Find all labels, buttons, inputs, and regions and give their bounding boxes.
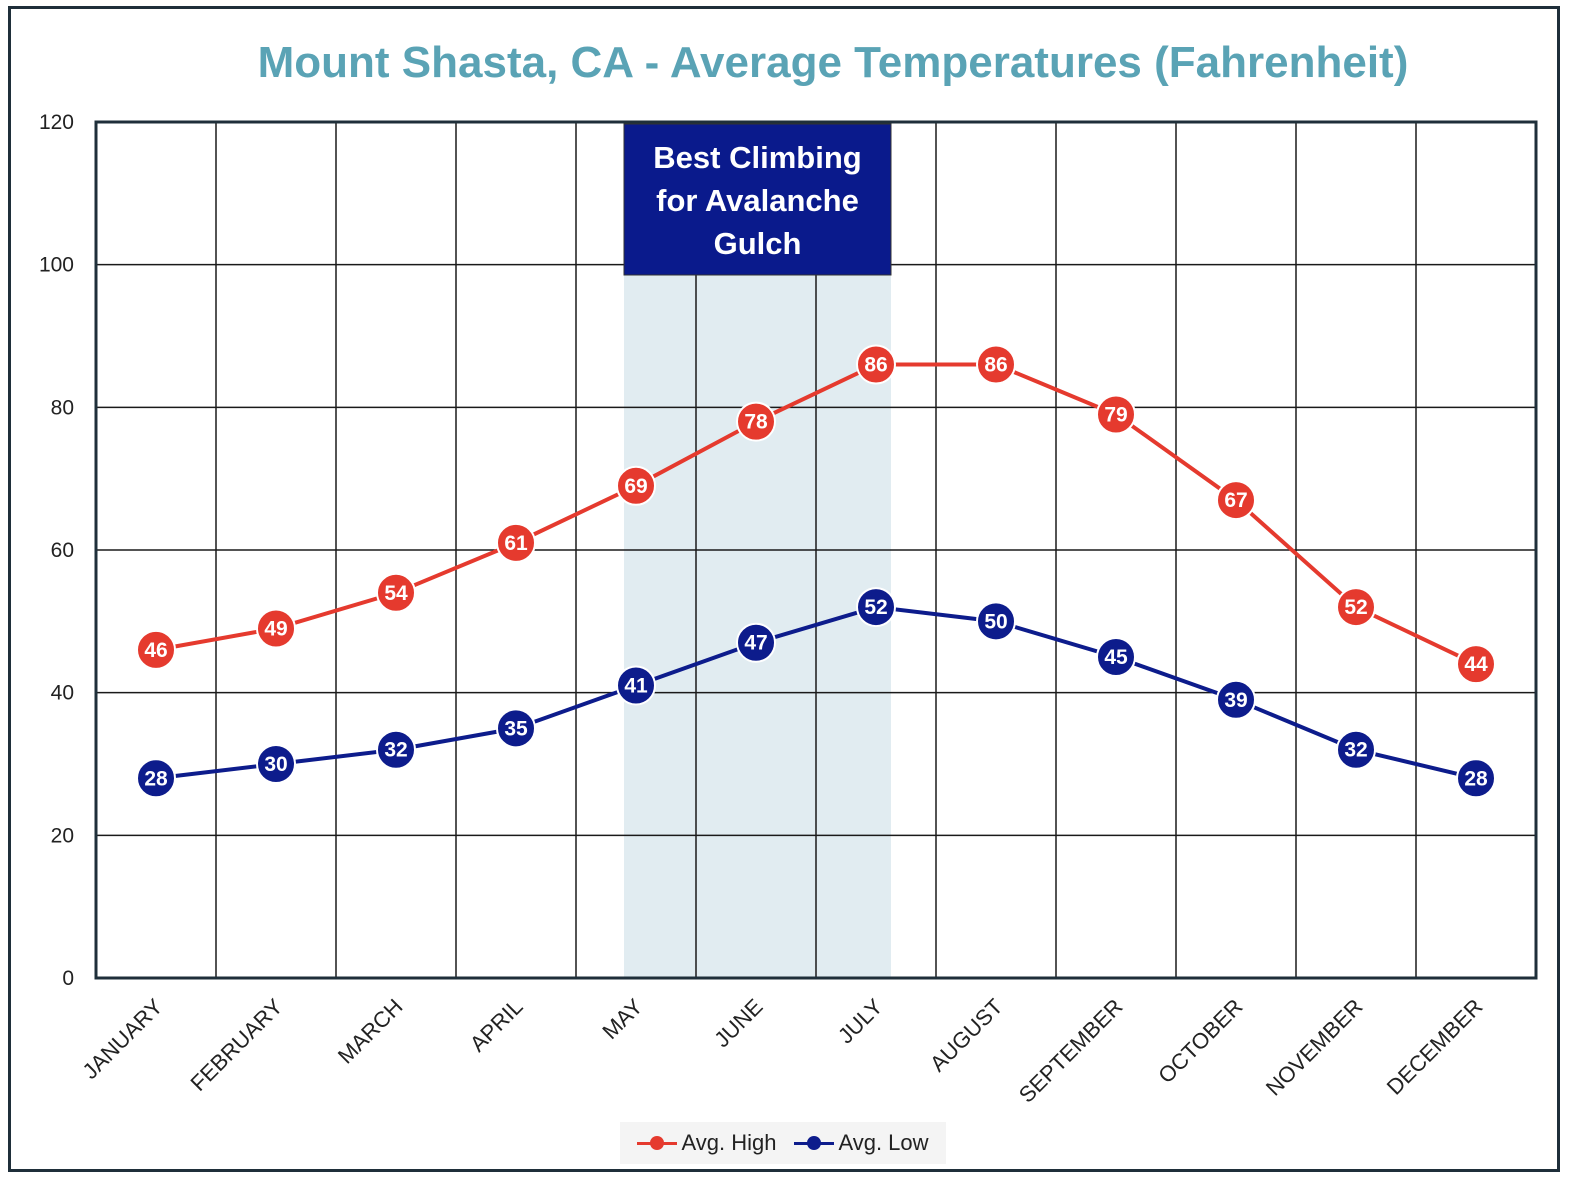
data-label-high: 67 xyxy=(1224,489,1247,512)
y-tick-label: 120 xyxy=(39,111,74,134)
plot-area-border xyxy=(94,120,1538,980)
data-point-low xyxy=(976,601,1016,642)
data-point-high xyxy=(1456,644,1496,685)
data-point-low xyxy=(616,665,656,706)
y-tick-label: 40 xyxy=(51,682,74,705)
data-label-high: 52 xyxy=(1344,596,1367,619)
data-point-high xyxy=(1216,480,1256,521)
data-label-high: 86 xyxy=(864,354,887,377)
data-point-high xyxy=(1336,587,1376,628)
annotation-text: for Avalanche xyxy=(656,183,859,218)
data-point-low xyxy=(256,744,296,784)
data-point-high xyxy=(736,401,776,442)
data-point-low xyxy=(1216,679,1256,720)
legend: Avg. High Avg. Low xyxy=(620,1122,946,1164)
data-label-low: 39 xyxy=(1224,689,1247,712)
series-line-high xyxy=(155,362,1477,666)
legend-swatch-low xyxy=(794,1136,835,1150)
x-tick-label: JANUARY xyxy=(78,994,168,1084)
data-point-high xyxy=(976,344,1016,385)
data-point-high xyxy=(616,465,656,506)
data-label-high: 61 xyxy=(504,532,528,555)
x-tick-label: SEPTEMBER xyxy=(1014,994,1128,1108)
data-point-low xyxy=(1336,729,1376,770)
data-point-high xyxy=(256,608,296,649)
legend-item-low: Avg. Low xyxy=(794,1130,929,1156)
chart-title: Mount Shasta, CA - Average Temperatures … xyxy=(257,38,1409,87)
data-point-low xyxy=(376,729,416,770)
data-label-low: 28 xyxy=(1464,767,1488,790)
legend-item-high: Avg. High xyxy=(637,1130,776,1156)
data-label-low: 50 xyxy=(984,610,1007,633)
data-label-low: 32 xyxy=(1344,739,1367,762)
x-tick-label: APRIL xyxy=(465,994,528,1057)
data-label-high: 78 xyxy=(744,411,768,434)
data-point-high xyxy=(496,522,536,563)
data-label-low: 52 xyxy=(864,596,887,619)
data-label-low: 30 xyxy=(264,753,287,776)
chart-frame xyxy=(8,6,1560,1172)
data-label-high: 49 xyxy=(264,617,287,640)
data-point-low xyxy=(1096,637,1136,677)
data-label-low: 32 xyxy=(384,739,407,762)
data-label-low: 41 xyxy=(624,675,648,698)
data-point-high xyxy=(376,572,416,613)
data-label-low: 45 xyxy=(1104,646,1128,669)
x-tick-label: OCTOBER xyxy=(1153,994,1247,1088)
data-label-high: 86 xyxy=(984,354,1007,377)
data-point-high xyxy=(1096,394,1136,435)
y-tick-label: 60 xyxy=(51,539,74,562)
data-point-low xyxy=(1456,758,1496,799)
y-tick-label: 0 xyxy=(62,967,74,990)
data-label-low: 35 xyxy=(504,717,528,740)
x-tick-label: FEBRUARY xyxy=(185,994,287,1096)
legend-label-high: Avg. High xyxy=(681,1130,777,1155)
data-label-high: 69 xyxy=(624,475,647,498)
data-point-low xyxy=(496,708,536,749)
x-tick-label: DECEMBER xyxy=(1382,994,1488,1100)
data-point-high xyxy=(136,629,176,670)
x-tick-label: MAY xyxy=(597,994,647,1044)
x-tick-label: MARCH xyxy=(333,994,408,1069)
legend-swatch-high xyxy=(637,1136,678,1150)
annotation-text: Gulch xyxy=(714,226,802,261)
legend-label-low: Avg. Low xyxy=(838,1130,929,1155)
data-label-low: 28 xyxy=(144,767,168,790)
x-tick-label: NOVEMBER xyxy=(1261,994,1368,1101)
data-label-high: 54 xyxy=(384,582,408,605)
x-tick-label: JULY xyxy=(833,994,888,1049)
y-tick-label: 20 xyxy=(51,824,74,847)
data-label-low: 47 xyxy=(744,632,767,655)
y-tick-label: 100 xyxy=(39,254,74,277)
data-point-low xyxy=(736,622,776,663)
data-label-high: 44 xyxy=(1464,653,1488,676)
y-tick-label: 80 xyxy=(51,396,74,419)
x-tick-label: JUNE xyxy=(709,994,767,1052)
annotation-text: Best Climbing xyxy=(653,140,861,175)
data-label-high: 79 xyxy=(1104,403,1127,426)
data-point-low xyxy=(856,587,896,628)
annotation-box xyxy=(623,123,892,276)
data-label-high: 46 xyxy=(144,639,167,662)
series-line-low xyxy=(155,605,1477,781)
x-tick-label: AUGUST xyxy=(925,994,1008,1077)
data-point-high xyxy=(856,344,896,385)
data-point-low xyxy=(136,758,176,799)
